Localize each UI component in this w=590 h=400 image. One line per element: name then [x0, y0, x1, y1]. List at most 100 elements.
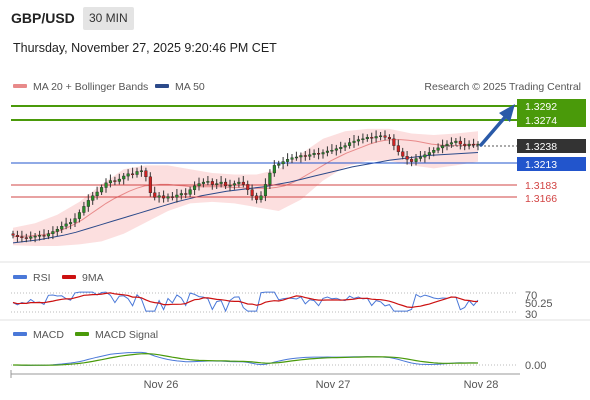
candle-body — [277, 163, 281, 166]
candle-body — [379, 135, 383, 138]
candle — [361, 133, 365, 144]
candle — [60, 221, 64, 233]
candle — [86, 194, 90, 212]
candle-body — [303, 155, 307, 157]
candle-body — [148, 176, 152, 194]
candle — [312, 149, 316, 158]
candle-body — [99, 187, 104, 193]
candle — [303, 151, 307, 161]
candle-body — [325, 150, 330, 153]
candle-body — [246, 184, 250, 190]
candle-body — [51, 231, 55, 234]
candle — [463, 138, 467, 151]
candle — [42, 229, 46, 240]
candle-body — [299, 155, 303, 158]
candle-body — [135, 171, 139, 175]
candle-body — [170, 196, 175, 198]
candle — [268, 169, 272, 189]
candle-body — [392, 138, 396, 146]
candle-body — [108, 180, 112, 184]
candle-body — [68, 222, 73, 225]
candle — [91, 192, 95, 205]
candle — [445, 140, 449, 151]
candle-body — [330, 149, 334, 152]
candle-body — [33, 235, 37, 238]
candle — [308, 148, 312, 161]
candle-body — [130, 173, 135, 176]
candle-body — [334, 148, 338, 151]
rsi-legend-swatch — [13, 275, 27, 279]
candle-body — [15, 235, 20, 238]
level-value-2: 1.3274 — [525, 115, 557, 127]
candle — [325, 146, 330, 157]
candle-body — [472, 143, 476, 146]
candle-body — [206, 181, 210, 183]
candle — [166, 193, 170, 202]
candle — [104, 178, 108, 193]
candle-body — [383, 135, 387, 138]
candle — [441, 139, 445, 154]
timeframe-badge[interactable]: 30 MIN — [83, 7, 134, 30]
candle — [170, 192, 175, 201]
forecast-arrow — [479, 104, 515, 147]
candle-body — [175, 194, 179, 198]
candle-body — [405, 156, 409, 160]
candle-body — [467, 143, 471, 146]
level-tag-2 — [517, 113, 586, 127]
candle-body — [321, 152, 325, 155]
candle-body — [232, 183, 237, 186]
candle — [197, 177, 201, 191]
candle-body — [179, 193, 183, 196]
rsi-ma-series-line — [12, 292, 479, 309]
macd-series-line — [12, 351, 479, 366]
candle-body — [449, 142, 454, 145]
candle — [339, 141, 343, 154]
candle — [144, 167, 148, 182]
candle-body — [286, 159, 290, 162]
candle — [352, 135, 356, 148]
candle — [210, 178, 214, 190]
level-value-5: 1.3166 — [525, 193, 557, 205]
candle — [299, 152, 303, 163]
candle-body — [268, 172, 272, 185]
last-price-tag — [517, 139, 586, 153]
candle — [153, 186, 157, 201]
candle — [46, 230, 50, 240]
candle-body — [361, 138, 365, 141]
candle — [343, 142, 347, 151]
level-tag-1 — [517, 99, 586, 113]
candle — [38, 230, 42, 241]
candle — [290, 154, 294, 164]
candle — [401, 147, 405, 160]
main-legend: MA 20 + Bollinger Bands MA 50 — [13, 81, 205, 93]
candle — [73, 213, 77, 227]
candle-body — [445, 143, 449, 146]
candle-body — [370, 137, 374, 139]
candle — [241, 176, 245, 188]
candle — [15, 230, 20, 243]
candle-body — [38, 235, 42, 237]
candle — [436, 143, 440, 154]
bollinger-bands — [13, 128, 478, 246]
candle-body — [348, 142, 352, 146]
candle-body — [294, 156, 299, 159]
forecast-arrow-shaft — [479, 114, 508, 147]
candle-body — [122, 175, 126, 180]
ma50-line — [12, 152, 479, 244]
candle — [321, 149, 325, 159]
candle — [51, 226, 55, 240]
candle — [232, 180, 237, 190]
ma50-legend-label: MA 50 — [175, 81, 205, 93]
last-price-value: 1.3238 — [525, 141, 557, 153]
watermark: Research © 2025 Trading Central — [424, 81, 581, 93]
macd-signal-series-line — [13, 352, 478, 366]
candle-body — [73, 218, 77, 223]
candle — [29, 231, 33, 242]
candle-body — [259, 195, 263, 200]
candle-body — [188, 189, 192, 195]
candle — [259, 191, 263, 203]
candle-body — [290, 157, 294, 160]
candle-body — [157, 195, 161, 198]
candle-body — [410, 159, 414, 162]
